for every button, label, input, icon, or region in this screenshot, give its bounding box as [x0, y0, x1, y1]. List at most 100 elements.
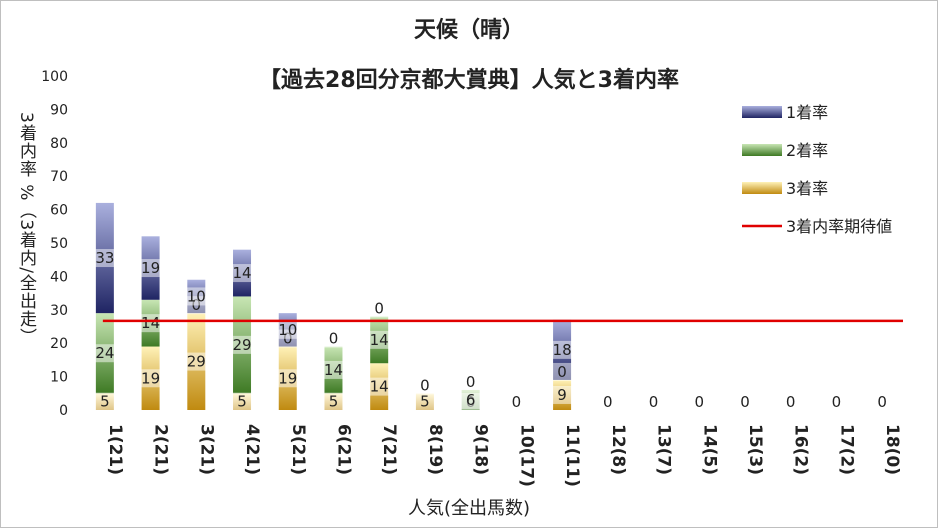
- data-label-bg-bottom-15: [778, 393, 803, 411]
- y-tick-label-9: 90: [50, 102, 68, 118]
- data-label-bg-top-10: [550, 340, 575, 359]
- data-label-bg-middle-3: [230, 335, 255, 354]
- data-label-bg-bottom-12: [641, 393, 666, 411]
- data-label-bg-top-3: [230, 264, 255, 283]
- x-tick-label-16: 17(2): [836, 424, 856, 475]
- data-label-top-5: 0: [329, 330, 339, 348]
- data-label-middle-1: 14: [141, 314, 160, 332]
- data-label-bottom-13: 0: [694, 393, 704, 411]
- y-tick-label-1: 10: [50, 370, 68, 386]
- x-tick-label-15: 16(2): [791, 424, 811, 475]
- data-label-bg-bottom-10: [550, 385, 575, 404]
- data-label-bg-bottom-17: [870, 393, 895, 411]
- x-axis-label: 人気(全出馬数): [407, 498, 531, 519]
- y-tick-label-5: 50: [50, 236, 68, 252]
- data-label-bottom-1: 19: [141, 369, 160, 387]
- data-label-bg-bottom-3: [230, 392, 255, 411]
- data-label-bg-top-1: [138, 259, 163, 278]
- x-tick-label-1: 2(21): [151, 424, 171, 475]
- data-label-top-4: 10: [278, 321, 297, 339]
- data-label-bg-bottom-14: [732, 393, 757, 411]
- data-label-bg-bottom-5: [321, 392, 346, 411]
- legend-label-3: 3着内率期待値: [786, 217, 892, 236]
- data-label-bg-bottom-13: [687, 393, 712, 411]
- chart-title: 天候（晴）: [413, 18, 524, 43]
- data-label-top-1: 19: [141, 259, 160, 277]
- data-label-bottom-0: 5: [100, 393, 110, 411]
- data-label-top-8: 0: [466, 373, 476, 391]
- data-label-bg-bottom-9: [504, 393, 529, 411]
- data-label-bg-top-8: [458, 372, 483, 391]
- x-tick-label-3: 4(21): [242, 424, 262, 475]
- data-label-bg-bottom-16: [824, 393, 849, 411]
- data-label-bottom-2: 29: [187, 353, 206, 371]
- data-label-top-6: 0: [374, 299, 384, 317]
- x-tick-label-6: 7(21): [379, 424, 399, 475]
- data-label-bg-top-5: [321, 329, 346, 348]
- x-tick-label-11: 12(8): [608, 424, 628, 475]
- data-label-middle-7: 0: [420, 376, 430, 394]
- y-tick-label-4: 40: [50, 269, 68, 285]
- y-tick-label-3: 30: [50, 303, 68, 319]
- y-tick-label-8: 80: [50, 136, 68, 152]
- y-tick-label-2: 20: [50, 336, 68, 352]
- data-label-top-3: 14: [232, 264, 251, 282]
- legend-swatch-1: [742, 144, 782, 156]
- x-tick-label-12: 13(7): [654, 424, 674, 475]
- x-tick-label-5: 6(21): [333, 424, 353, 475]
- data-label-bg-middle-1: [138, 314, 163, 333]
- data-label-bg-top-4: [275, 320, 300, 339]
- data-label-bottom-7: 5: [420, 393, 430, 411]
- data-label-bottom-14: 0: [740, 393, 750, 411]
- data-label-bottom-3: 5: [237, 393, 247, 411]
- x-tick-label-0: 1(21): [105, 424, 125, 475]
- x-tick-label-4: 5(21): [288, 424, 308, 475]
- data-label-middle-10: 0: [557, 363, 567, 381]
- y-axis-label: 3着内率 %（3着内/全出走）: [16, 112, 36, 346]
- x-tick-label-17: 18(0): [882, 424, 902, 475]
- y-tick-label-6: 60: [50, 203, 68, 219]
- data-label-bg-bottom-6: [367, 377, 392, 396]
- data-label-bg-bottom-2: [184, 352, 209, 371]
- x-tick-label-13: 14(5): [699, 424, 719, 475]
- data-label-bg-top-6: [367, 299, 392, 318]
- data-label-bg-middle-10: [550, 362, 575, 381]
- legend-label-0: 1着率: [786, 103, 828, 122]
- data-label-bottom-4: 19: [278, 369, 297, 387]
- data-label-top-10: 18: [553, 341, 572, 359]
- data-label-middle-5: 14: [324, 361, 343, 379]
- x-tick-label-9: 10(17): [516, 424, 536, 487]
- y-tick-label-0: 0: [59, 403, 68, 419]
- x-tick-label-14: 15(3): [745, 424, 765, 475]
- data-label-bg-bottom-11: [595, 393, 620, 411]
- x-tick-label-8: 9(18): [471, 424, 491, 475]
- data-label-middle-8: 6: [466, 391, 476, 409]
- data-label-bottom-15: 0: [786, 393, 796, 411]
- legend-label-1: 2着率: [786, 141, 828, 160]
- data-label-middle-0: 24: [95, 344, 114, 362]
- legend-swatch-2: [742, 182, 782, 194]
- data-label-bg-top-0: [92, 249, 117, 268]
- data-label-top-2: 10: [187, 287, 206, 305]
- data-label-bottom-12: 0: [649, 393, 659, 411]
- data-label-bg-bottom-4: [275, 369, 300, 388]
- data-label-bottom-10: 9: [557, 386, 567, 404]
- data-label-bottom-5: 5: [329, 393, 339, 411]
- data-label-bg-bottom-7: [412, 392, 437, 411]
- data-label-bottom-11: 0: [603, 393, 613, 411]
- data-label-bg-middle-8: [458, 390, 483, 409]
- y-tick-label-10: 100: [41, 69, 68, 85]
- chart-subtitle: 【過去28回分京都大賞典】人気と3着内率: [259, 68, 679, 93]
- data-label-bottom-16: 0: [832, 393, 842, 411]
- data-label-bottom-6: 14: [370, 378, 389, 396]
- data-label-bg-middle-7: [412, 376, 437, 395]
- data-label-bg-middle-6: [367, 330, 392, 349]
- data-label-bg-top-2: [184, 287, 209, 306]
- data-label-top-0: 33: [95, 249, 114, 267]
- data-label-bg-bottom-1: [138, 369, 163, 388]
- x-tick-label-7: 8(19): [425, 424, 445, 475]
- data-label-bg-bottom-0: [92, 392, 117, 411]
- data-label-bg-middle-0: [92, 344, 117, 363]
- data-label-middle-6: 14: [370, 331, 389, 349]
